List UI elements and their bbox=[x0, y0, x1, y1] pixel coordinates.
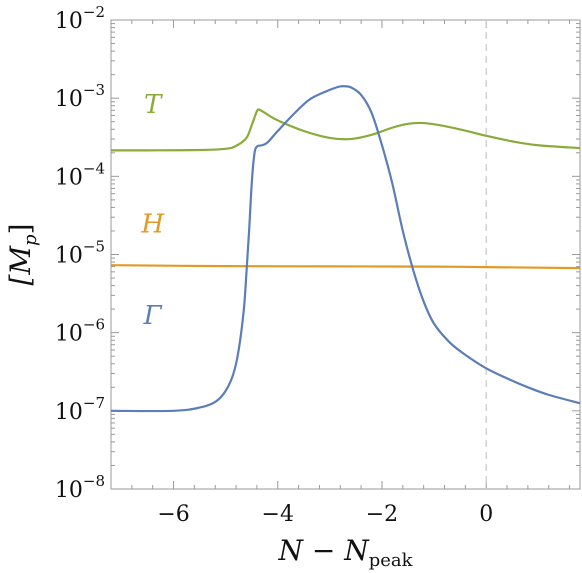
y-tick-label: 10−8 bbox=[55, 472, 105, 503]
plot-frame bbox=[110, 19, 581, 490]
x-tick-label: −6 bbox=[157, 502, 189, 527]
y-tick-label: 10−5 bbox=[55, 238, 105, 269]
y-tick-label: 10−4 bbox=[55, 159, 105, 190]
series-label-t: T bbox=[144, 90, 163, 120]
tick-labels: −6 −4 −2 0 10−8 10−7 10−6 10−5 10−4 10−3 10−2 bbox=[55, 3, 493, 527]
axis-ticks bbox=[110, 19, 580, 490]
x-axis-label: N − Npeak bbox=[277, 534, 413, 571]
y-axis-label: [Mp] bbox=[4, 223, 41, 285]
series-line-t bbox=[110, 108, 581, 152]
series-label-gamma: Γ bbox=[143, 301, 163, 331]
series-label-h: H bbox=[140, 210, 165, 240]
y-tick-label: 10−2 bbox=[55, 3, 105, 34]
x-tick-label: −2 bbox=[366, 502, 398, 527]
x-tick-label: −4 bbox=[262, 502, 294, 527]
series-line-h bbox=[110, 264, 581, 270]
series-group: T H Γ bbox=[110, 85, 581, 413]
y-tick-label: 10−6 bbox=[55, 316, 105, 347]
series-line-gamma bbox=[110, 85, 581, 413]
x-tick-label: 0 bbox=[479, 502, 493, 527]
y-tick-label: 10−7 bbox=[55, 394, 105, 425]
y-tick-label: 10−3 bbox=[55, 81, 105, 112]
